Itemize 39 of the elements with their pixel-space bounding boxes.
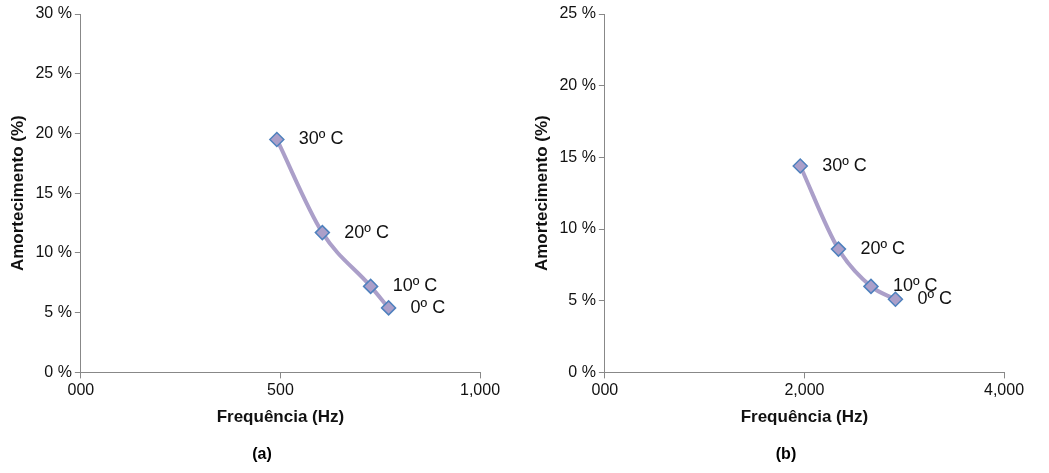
annotation: 10º C [392, 275, 438, 296]
point [269, 131, 285, 148]
x-tick-label: 000 [591, 381, 619, 399]
x-tick-label: 500 [267, 381, 294, 399]
y-tick-label: 10 % [35, 243, 72, 261]
y-tick-label: 0 % [44, 362, 72, 380]
y-tick-label: 25 % [35, 64, 72, 82]
text: (b) [774, 445, 798, 463]
y-tick-label: 25 % [559, 4, 596, 22]
annotation: 20º C [860, 238, 906, 259]
x-axis-title: Frequência (Hz) [740, 407, 869, 427]
x-tick-label: 2,000 [784, 381, 825, 399]
annotation: 30º C [822, 154, 867, 175]
y-tick-label: 5 % [568, 291, 596, 309]
x-tick-label: 4,000 [983, 381, 1025, 399]
annotation: 20º C [344, 221, 389, 242]
y-tick-label: 15 % [35, 183, 72, 201]
x-axis-title: Frequência (Hz) [216, 407, 345, 427]
x-tick-label: 000 [67, 381, 95, 399]
point [362, 278, 379, 295]
y-tick-label: 20 % [35, 123, 72, 141]
y-tick-label: 10 % [559, 219, 596, 237]
y-tick-label: 30 % [35, 4, 72, 22]
annotation: 30º C [298, 128, 344, 149]
point [830, 241, 847, 257]
y-tick-label: 20 % [559, 76, 596, 94]
point [314, 224, 331, 241]
text: (a) [251, 445, 273, 463]
y-axis-title: Amortecimento (%) [531, 115, 551, 272]
y-tick-label: 15 % [559, 147, 596, 165]
point [887, 291, 904, 308]
x-tick-label: 1,000 [459, 381, 501, 399]
y-axis-title: Amortecimento (%) [7, 115, 27, 272]
annotation: 0º C [410, 296, 446, 317]
point [863, 278, 879, 295]
point [380, 300, 397, 316]
y-tick-label: 5 % [44, 303, 72, 321]
point [792, 158, 808, 174]
y-tick-label: 0 % [568, 362, 596, 380]
